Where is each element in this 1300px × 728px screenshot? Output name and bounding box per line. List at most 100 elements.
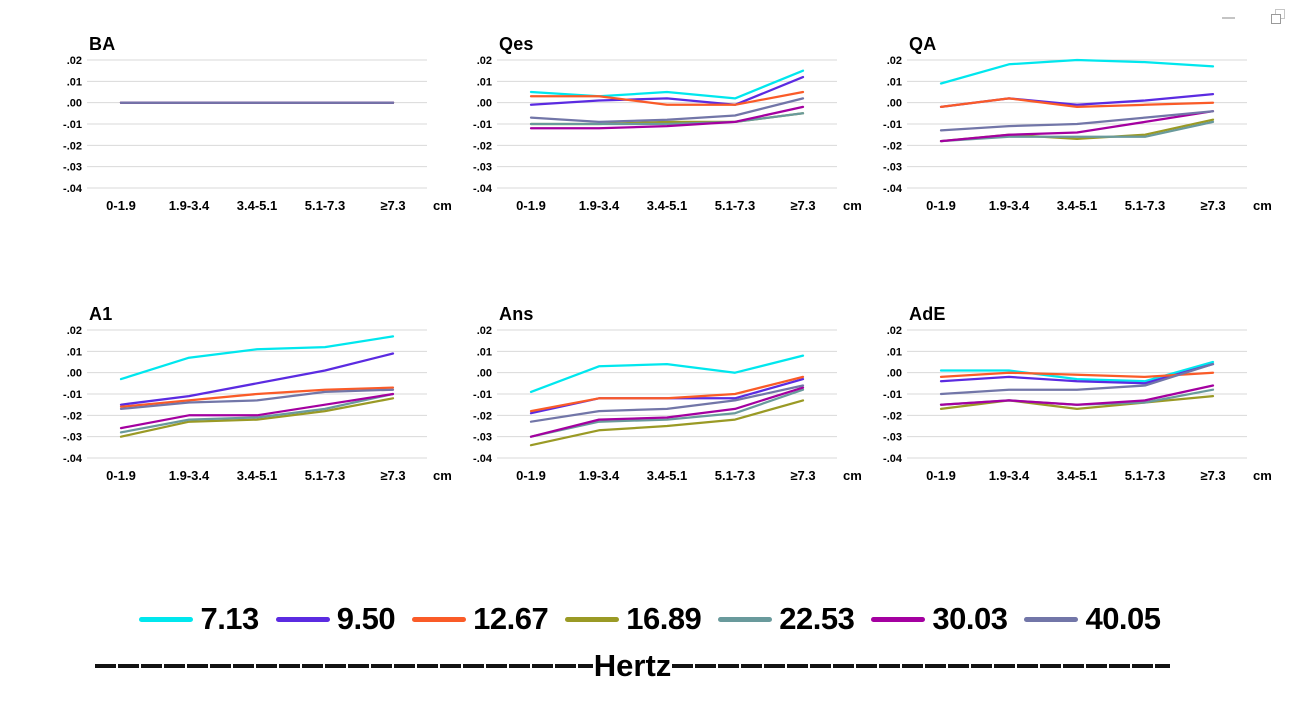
- y-tick-label: .01: [887, 76, 902, 88]
- legend-axis-label: Hertz: [593, 648, 672, 683]
- x-tick-label: 3.4-5.1: [647, 468, 687, 483]
- chart-BA: .02 .01 .00 -.01 -.02 -.03 -.04 BA 0-1.9 1.9-3.4 3…: [55, 34, 455, 218]
- x-tick-label: ≥7.3: [380, 198, 405, 213]
- series-line-7.13: [529, 354, 805, 394]
- y-tick-label: -.02: [473, 140, 492, 152]
- series-line-16.89: [119, 397, 395, 438]
- y-tick-label: -.04: [473, 453, 493, 465]
- y-tick-label: -.03: [883, 162, 902, 174]
- divider-line-left: [95, 664, 593, 668]
- y-tick-label: .02: [477, 55, 492, 67]
- chart-Ans: .02 .01 .00 -.01 -.02 -.03 -.04 Ans 0-1.9 1.9-3.4…: [465, 304, 865, 488]
- legend-item-12.67: 12.67: [412, 601, 549, 637]
- series-line-30.03: [529, 386, 805, 438]
- y-tick-label: -.04: [473, 183, 493, 195]
- y-tick-label: .00: [477, 368, 492, 380]
- x-tick-label: ≥7.3: [1200, 198, 1225, 213]
- x-tick-label: 0-1.9: [516, 468, 546, 483]
- x-tick-label: 5.1-7.3: [305, 198, 345, 213]
- y-tick-label: -.04: [883, 453, 903, 465]
- y-tick-label: -.02: [63, 410, 82, 422]
- y-tick-label: .01: [477, 76, 492, 88]
- chart-title: Ans: [499, 304, 534, 324]
- y-tick-label: .02: [887, 325, 902, 337]
- x-tick-label: ≥7.3: [790, 468, 815, 483]
- chart-QA: .02 .01 .00 -.01 -.02 -.03 -.04 QA 0-1.9 1.9-3.4 3…: [875, 34, 1275, 218]
- minimize-icon[interactable]: [1222, 17, 1235, 19]
- y-tick-label: -.01: [883, 119, 902, 131]
- series-line-30.03: [939, 110, 1215, 143]
- x-tick-label: 1.9-3.4: [989, 468, 1030, 483]
- x-tick-label: 1.9-3.4: [169, 198, 210, 213]
- series-line-12.67: [939, 371, 1215, 379]
- y-tick-label: .00: [67, 368, 82, 380]
- x-tick-label: 5.1-7.3: [715, 468, 755, 483]
- series-line-9.50: [529, 75, 805, 106]
- y-tick-label: -.02: [883, 410, 902, 422]
- legend-swatch: [565, 616, 620, 622]
- x-tick-label: 5.1-7.3: [715, 198, 755, 213]
- legend-swatch: [275, 616, 330, 622]
- legend-item-22.53: 22.53: [718, 601, 855, 637]
- charts-grid: .02 .01 .00 -.01 -.02 -.03 -.04 BA 0-1.9 1.9-3.4 3…: [55, 34, 1285, 488]
- x-axis-unit-label: cm: [433, 198, 452, 213]
- x-axis-unit-divider: Hertz: [95, 648, 1171, 684]
- restore-icon[interactable]: [1270, 9, 1286, 25]
- legend-item-9.50: 9.50: [275, 601, 396, 637]
- series-line-40.05: [529, 384, 805, 423]
- series-line-9.50: [939, 362, 1215, 385]
- chart-title: AdE: [909, 304, 946, 324]
- y-tick-label: -.03: [63, 432, 82, 444]
- legend-item-label: 16.89: [626, 601, 702, 636]
- chart-title: BA: [89, 34, 115, 54]
- series-line-40.05: [119, 388, 395, 411]
- y-tick-label: -.01: [473, 389, 492, 401]
- chart-svg-AdE: .02 .01 .00 -.01 -.02 -.03 -.04 AdE 0-1.9 1.9-3.4…: [883, 304, 1272, 483]
- series-line-40.05: [939, 362, 1215, 396]
- series-line-12.67: [939, 97, 1215, 109]
- legend-item-40.05: 40.05: [1024, 601, 1161, 637]
- y-tick-label: -.01: [883, 389, 902, 401]
- x-tick-label: 3.4-5.1: [237, 198, 277, 213]
- y-tick-label: .01: [887, 346, 902, 358]
- x-tick-label: 3.4-5.1: [647, 198, 687, 213]
- y-tick-label: -.01: [473, 119, 492, 131]
- legend-item-label: 22.53: [779, 601, 855, 636]
- x-tick-label: 1.9-3.4: [169, 468, 210, 483]
- y-tick-label: .02: [67, 325, 82, 337]
- series-line-12.67: [529, 90, 805, 106]
- y-tick-label: .02: [477, 325, 492, 337]
- series-line-16.89: [529, 399, 805, 447]
- x-tick-label: 0-1.9: [926, 198, 956, 213]
- x-tick-label: 0-1.9: [106, 468, 136, 483]
- x-tick-label: 0-1.9: [516, 198, 546, 213]
- legend-swatch: [718, 616, 773, 622]
- x-tick-label: ≥7.3: [1200, 468, 1225, 483]
- series-line-30.03: [939, 384, 1215, 406]
- x-tick-label: 5.1-7.3: [1125, 468, 1165, 483]
- chart-svg-QA: .02 .01 .00 -.01 -.02 -.03 -.04 QA 0-1.9 1.9-3.4 3…: [883, 34, 1272, 213]
- legend-item-7.13: 7.13: [139, 601, 259, 637]
- chart-Qes: .02 .01 .00 -.01 -.02 -.03 -.04 Qes 0-1.9 1.9-3.4…: [465, 34, 865, 218]
- series-line-16.89: [939, 394, 1215, 411]
- divider-line-right: [672, 664, 1171, 668]
- series-line-22.53: [529, 112, 805, 126]
- series-line-30.03: [119, 392, 395, 430]
- x-tick-label: 5.1-7.3: [1125, 198, 1165, 213]
- series-line-22.53: [529, 388, 805, 438]
- chart-title: Qes: [499, 34, 534, 54]
- x-tick-label: 3.4-5.1: [1057, 198, 1097, 213]
- y-tick-label: -.04: [883, 183, 903, 195]
- x-tick-label: 0-1.9: [106, 198, 136, 213]
- y-tick-label: -.04: [63, 453, 83, 465]
- x-tick-label: 1.9-3.4: [579, 198, 620, 213]
- series-line-7.13: [529, 69, 805, 100]
- series-line-40.05: [529, 97, 805, 124]
- y-tick-label: -.01: [63, 119, 82, 131]
- legend-swatch: [139, 616, 194, 622]
- y-tick-label: -.01: [63, 389, 82, 401]
- y-tick-label: .00: [887, 98, 902, 110]
- y-tick-label: .00: [67, 98, 82, 110]
- x-tick-label: 5.1-7.3: [305, 468, 345, 483]
- y-tick-label: -.03: [473, 432, 492, 444]
